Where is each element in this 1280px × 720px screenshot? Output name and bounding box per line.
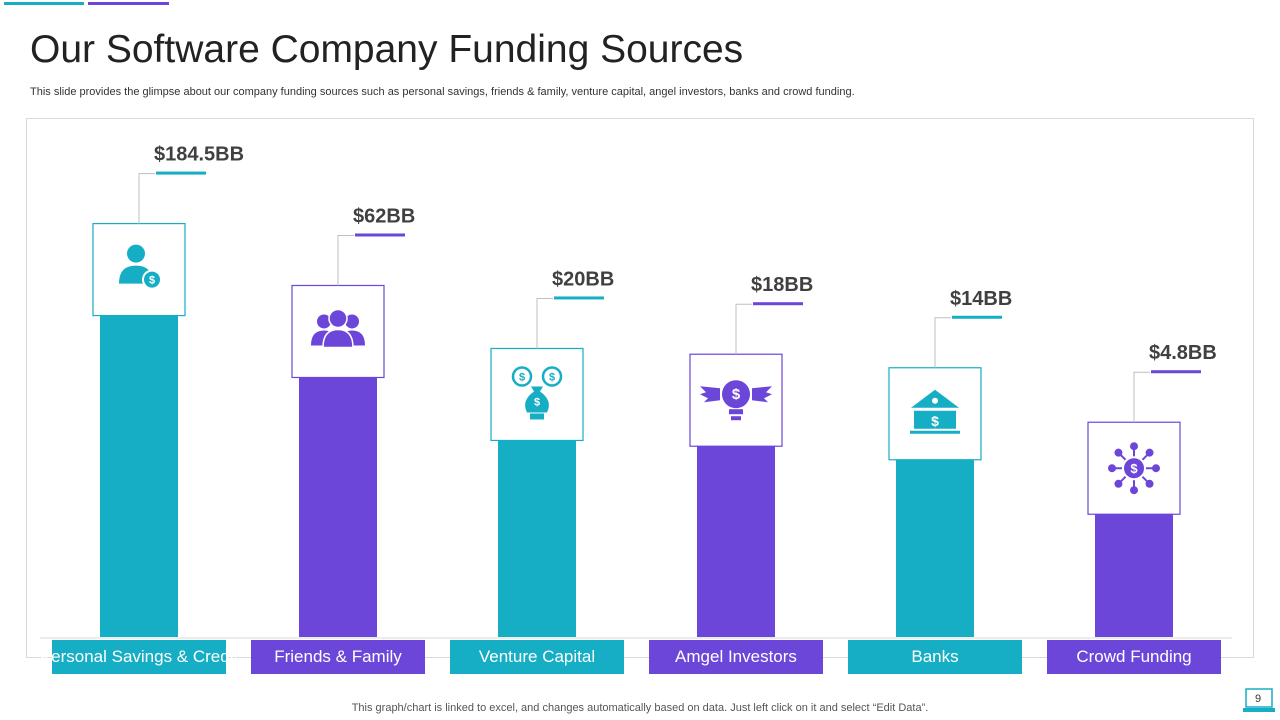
category-label-5: Crowd Funding	[1076, 647, 1191, 666]
value-label-5: $4.8BB	[1149, 342, 1217, 364]
bar-2[interactable]	[498, 440, 576, 637]
svg-text:$: $	[534, 396, 540, 408]
value-underline-0	[156, 171, 206, 175]
category-label-box-5	[1047, 640, 1221, 674]
winged-lightbulb-icon: $	[700, 380, 772, 421]
value-label-1: $62BB	[353, 205, 415, 227]
connector-line-2	[536, 297, 553, 349]
value-underline-2	[554, 296, 604, 300]
bar-3[interactable]	[697, 446, 775, 637]
accent-line-teal	[4, 2, 84, 5]
category-label-box-4	[848, 640, 1022, 674]
svg-text:$: $	[149, 275, 155, 287]
value-label-3: $18BB	[751, 274, 813, 296]
svg-text:$: $	[1130, 461, 1138, 476]
category-label-box-3	[649, 640, 823, 674]
bar-5[interactable]	[1095, 514, 1173, 637]
value-label-2: $20BB	[552, 268, 614, 290]
chart-frame	[26, 118, 1254, 658]
value-label-0: $184.5BB	[154, 144, 244, 166]
category-label-0: Personal Savings & Credit	[40, 647, 239, 666]
category-label-box-2	[450, 640, 624, 674]
accent-line-purple	[88, 2, 169, 5]
value-underline-3	[753, 302, 803, 306]
group-icon	[311, 308, 365, 349]
svg-text:$: $	[732, 386, 741, 403]
category-label-2: Venture Capital	[479, 647, 595, 666]
svg-text:$: $	[931, 413, 939, 429]
person-dollar-icon: $	[119, 244, 162, 290]
connector-line-4	[934, 317, 951, 368]
connector-line-0	[138, 173, 155, 224]
category-label-box-0	[52, 640, 226, 674]
page-number: 9	[1254, 693, 1262, 705]
category-label-box-1	[251, 640, 425, 674]
slide-title: Our Software Company Funding Sources	[30, 28, 744, 71]
value-underline-1	[355, 233, 405, 237]
network-dollar-icon: $	[1108, 442, 1160, 495]
bar-0[interactable]	[100, 315, 178, 637]
slide-subtitle: This slide provides the glimpse about ou…	[30, 86, 855, 98]
connector-line-3	[735, 303, 752, 355]
page-number-badge	[1243, 688, 1275, 712]
category-label-1: Friends & Family	[274, 647, 402, 666]
value-underline-5	[1151, 370, 1201, 374]
svg-text:$: $	[549, 371, 555, 383]
connector-line-5	[1133, 371, 1150, 423]
bar-4[interactable]	[896, 459, 974, 637]
footer-note: This graph/chart is linked to excel, and…	[351, 702, 929, 714]
category-label-4: Banks	[911, 647, 958, 666]
value-label-4: $14BB	[950, 288, 1012, 310]
bank-icon: $	[910, 389, 960, 434]
connector-line-1	[337, 234, 354, 286]
category-label-3: Amgel Investors	[675, 647, 797, 666]
bar-1[interactable]	[299, 377, 377, 637]
value-underline-4	[952, 315, 1002, 319]
money-bag-icon: $ $ $	[511, 366, 563, 420]
svg-text:$: $	[519, 371, 525, 383]
